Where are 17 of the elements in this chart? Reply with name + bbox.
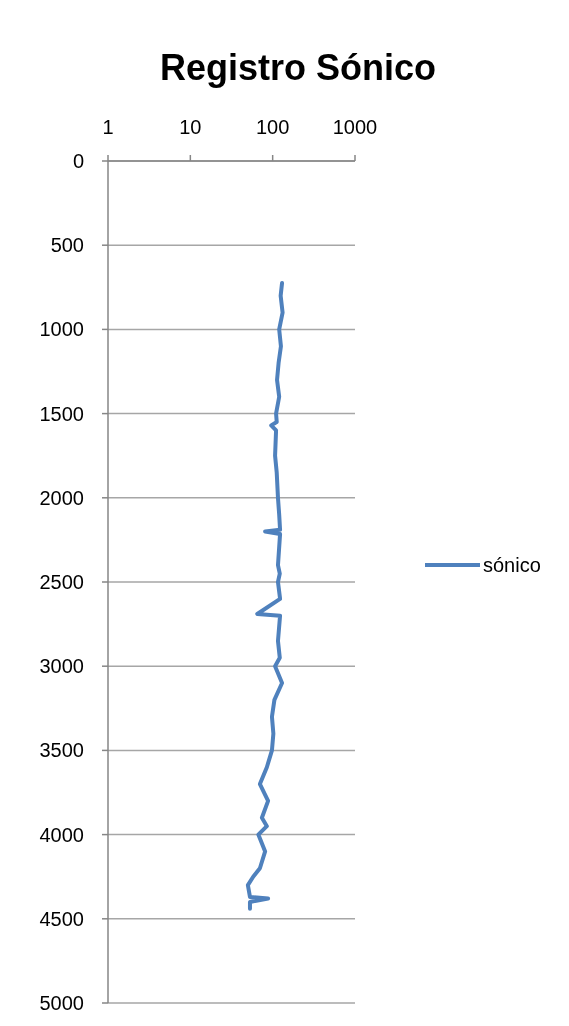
- y-tick-label: 1000: [39, 318, 84, 341]
- y-tick-label: 3000: [39, 655, 84, 678]
- y-tick-label: 3500: [39, 739, 84, 762]
- x-tick-label: 1000: [332, 116, 378, 138]
- y-tick-label: 0: [72, 150, 84, 172]
- y-tick-label: 5000: [39, 992, 84, 1014]
- x-tick-label: 10: [179, 116, 202, 138]
- y-tick-label: 2000: [39, 486, 84, 509]
- chart-title: Registro Sónico: [159, 47, 437, 88]
- y-tick-label: 4000: [39, 823, 84, 846]
- x-tick-label: 100: [255, 116, 290, 138]
- x-tick-label: 1: [102, 116, 114, 138]
- y-tick-label: 1500: [39, 402, 84, 425]
- y-tick-label: 500: [50, 234, 84, 257]
- y-tick-label: 4500: [39, 907, 84, 930]
- y-tick-label: 2500: [39, 571, 84, 593]
- legend-label: sónico: [483, 554, 541, 576]
